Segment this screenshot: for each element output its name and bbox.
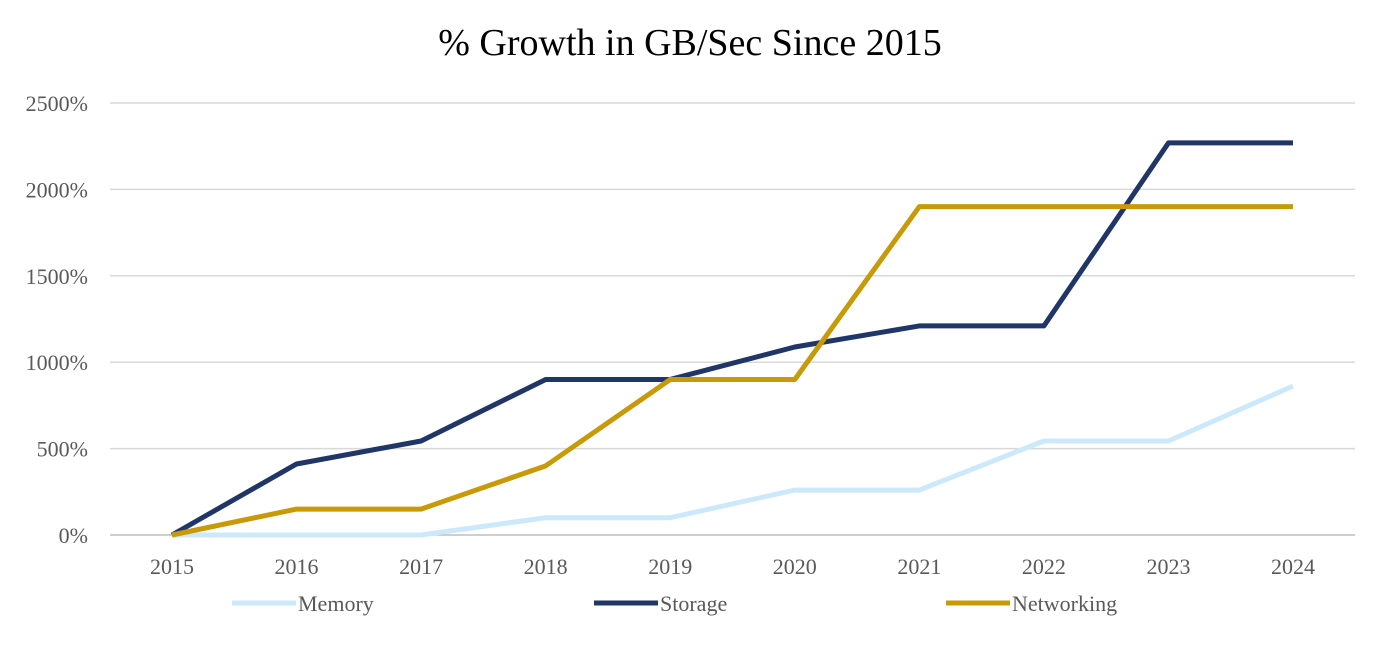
y-tick-label: 500%: [37, 437, 88, 462]
legend-label: Networking: [1012, 591, 1117, 616]
y-tick-label: 1000%: [26, 350, 88, 375]
x-tick-label: 2017: [399, 554, 443, 579]
y-tick-label: 0%: [59, 523, 88, 548]
x-tick-label: 2024: [1271, 554, 1315, 579]
y-tick-label: 2500%: [26, 91, 88, 116]
x-tick-label: 2016: [275, 554, 319, 579]
x-tick-label: 2020: [773, 554, 817, 579]
legend-item-storage: Storage: [594, 591, 727, 616]
chart-title: % Growth in GB/Sec Since 2015: [438, 22, 941, 64]
legend-item-networking: Networking: [946, 591, 1117, 616]
legend-label: Storage: [660, 591, 727, 616]
x-tick-label: 2022: [1022, 554, 1066, 579]
legend-item-memory: Memory: [232, 591, 374, 616]
series-line-memory: [172, 386, 1293, 535]
y-tick-label: 1500%: [26, 264, 88, 289]
x-tick-label: 2021: [897, 554, 941, 579]
x-tick-label: 2018: [524, 554, 568, 579]
series-line-networking: [172, 207, 1293, 535]
x-tick-label: 2015: [150, 554, 194, 579]
y-tick-label: 2000%: [26, 177, 88, 202]
x-tick-label: 2023: [1146, 554, 1190, 579]
series-line-storage: [172, 143, 1293, 535]
x-tick-label: 2019: [648, 554, 692, 579]
legend-label: Memory: [298, 591, 374, 616]
